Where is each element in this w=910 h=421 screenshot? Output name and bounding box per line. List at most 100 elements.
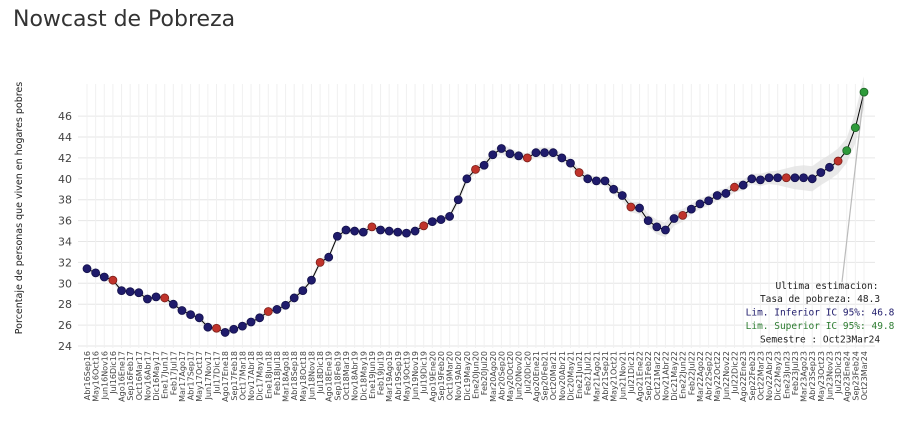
data-point[interactable]: [643, 216, 653, 226]
data-point[interactable]: [669, 214, 679, 223]
data-point-observed[interactable]: [315, 258, 325, 267]
data-point[interactable]: [151, 292, 161, 302]
data-point-observed[interactable]: [781, 173, 791, 183]
data-point-latest[interactable]: [859, 87, 869, 97]
data-point[interactable]: [393, 227, 403, 237]
x-tick-label: Jul23Dic23: [834, 351, 843, 395]
data-point-observed[interactable]: [367, 222, 377, 232]
data-point[interactable]: [453, 195, 463, 205]
data-point[interactable]: [341, 225, 351, 235]
data-point-latest[interactable]: [842, 146, 852, 156]
data-point[interactable]: [384, 226, 394, 236]
data-point[interactable]: [177, 306, 187, 315]
data-point[interactable]: [168, 299, 178, 309]
data-point[interactable]: [695, 199, 705, 209]
data-point[interactable]: [514, 151, 524, 161]
data-point[interactable]: [617, 191, 627, 200]
data-point[interactable]: [143, 294, 152, 304]
data-point[interactable]: [756, 175, 765, 185]
data-point[interactable]: [591, 176, 601, 186]
data-point[interactable]: [117, 286, 126, 296]
data-point[interactable]: [324, 252, 334, 262]
data-point-latest[interactable]: [850, 123, 860, 133]
data-point[interactable]: [816, 168, 826, 177]
data-point-observed[interactable]: [419, 221, 429, 231]
data-point[interactable]: [773, 173, 783, 183]
data-point[interactable]: [479, 160, 489, 170]
x-tick-label: May20Oct20: [506, 351, 515, 402]
data-point-observed[interactable]: [833, 156, 843, 166]
data-point-observed[interactable]: [574, 168, 584, 177]
data-point-observed[interactable]: [678, 210, 688, 220]
data-point[interactable]: [505, 149, 515, 159]
annotation-line: Lim. Superior IC 95%: 49.8: [746, 321, 895, 332]
data-point[interactable]: [125, 287, 135, 297]
x-tick-label: Ago17Ene18: [221, 351, 230, 402]
data-point-observed[interactable]: [108, 275, 118, 285]
data-point[interactable]: [237, 321, 247, 331]
data-point-observed[interactable]: [263, 307, 273, 316]
data-point[interactable]: [229, 324, 239, 334]
data-point-observed[interactable]: [471, 165, 480, 174]
data-point[interactable]: [402, 228, 411, 238]
data-point[interactable]: [557, 153, 567, 163]
data-point-observed[interactable]: [522, 153, 532, 163]
data-point[interactable]: [531, 148, 541, 158]
data-point-observed[interactable]: [626, 202, 636, 212]
data-point[interactable]: [609, 184, 619, 194]
data-point[interactable]: [281, 300, 290, 310]
data-point[interactable]: [790, 173, 800, 183]
data-point[interactable]: [807, 174, 817, 184]
data-point[interactable]: [488, 150, 498, 160]
data-point[interactable]: [496, 144, 506, 153]
data-point[interactable]: [652, 222, 662, 232]
data-point[interactable]: [548, 148, 558, 158]
x-tick-label: Sep21Feb22: [644, 351, 653, 401]
data-point[interactable]: [82, 264, 92, 274]
data-point[interactable]: [99, 272, 109, 282]
data-point[interactable]: [738, 180, 748, 190]
data-point[interactable]: [566, 158, 575, 168]
data-point[interactable]: [350, 226, 360, 236]
data-point[interactable]: [661, 225, 670, 235]
data-point[interactable]: [220, 328, 230, 337]
data-point[interactable]: [583, 174, 593, 184]
data-point[interactable]: [764, 173, 774, 183]
data-point[interactable]: [376, 225, 385, 235]
data-point[interactable]: [427, 217, 437, 227]
data-point[interactable]: [134, 288, 144, 298]
data-point[interactable]: [721, 189, 731, 198]
data-point[interactable]: [686, 204, 696, 214]
data-point[interactable]: [272, 305, 282, 314]
annotation-line: Semestre : Oct23Mar24: [760, 335, 880, 346]
data-point[interactable]: [704, 196, 713, 206]
data-point[interactable]: [600, 176, 610, 186]
data-point[interactable]: [747, 174, 757, 184]
data-point[interactable]: [298, 286, 308, 296]
data-point-observed[interactable]: [160, 293, 170, 303]
data-point-observed[interactable]: [212, 323, 221, 333]
data-point[interactable]: [436, 215, 446, 224]
x-tick-label: Ago22Ene23: [739, 351, 748, 402]
x-tick-label: Nov21Abr22: [661, 351, 670, 401]
data-point[interactable]: [358, 227, 368, 237]
data-point[interactable]: [289, 293, 299, 303]
data-point[interactable]: [194, 313, 204, 323]
data-point[interactable]: [307, 275, 316, 285]
data-point[interactable]: [91, 268, 101, 278]
data-point[interactable]: [462, 174, 472, 184]
data-point[interactable]: [255, 313, 265, 323]
data-point[interactable]: [635, 203, 644, 213]
data-point[interactable]: [203, 322, 213, 332]
data-point-observed[interactable]: [730, 182, 739, 192]
data-point[interactable]: [410, 226, 420, 236]
data-point[interactable]: [186, 310, 196, 320]
x-tick-label: May17Oct17: [195, 351, 204, 402]
data-point[interactable]: [445, 212, 455, 221]
data-point[interactable]: [540, 148, 549, 158]
data-point[interactable]: [825, 162, 834, 172]
data-point[interactable]: [799, 173, 808, 183]
data-point[interactable]: [246, 317, 256, 327]
data-point[interactable]: [712, 191, 722, 200]
data-point[interactable]: [332, 231, 342, 241]
